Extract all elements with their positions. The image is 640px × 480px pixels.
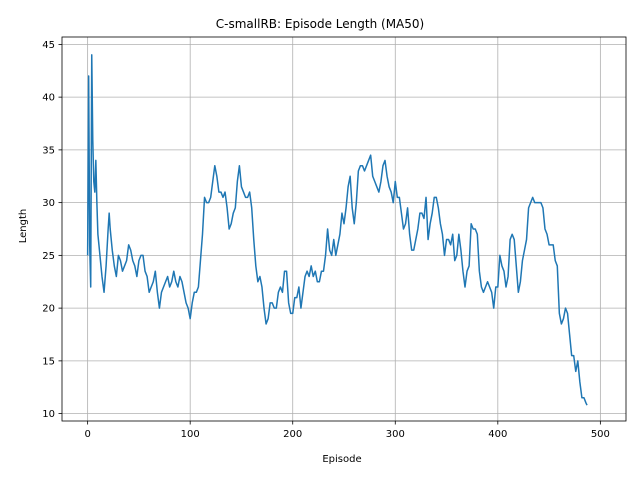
plot-area <box>86 54 588 406</box>
y-tick-label: 30 <box>42 198 55 209</box>
chart-title: C-smallRB: Episode Length (MA50) <box>216 17 424 31</box>
y-tick-label: 10 <box>42 409 55 420</box>
y-tick-label: 35 <box>42 145 55 156</box>
y-tick-label: 45 <box>42 40 55 51</box>
y-tick-label: 20 <box>42 304 55 315</box>
x-axis: 0 100 200 300 400 500 <box>84 421 610 440</box>
x-tick-label: 100 <box>181 429 200 440</box>
y-axis-label: Length <box>18 209 29 244</box>
x-tick-label: 500 <box>591 429 610 440</box>
grid <box>62 37 626 421</box>
y-tick-label: 25 <box>42 251 55 262</box>
x-axis-label: Episode <box>322 454 361 465</box>
axes-frame <box>61 36 627 422</box>
x-tick-label: 0 <box>84 429 90 440</box>
y-tick-label: 40 <box>42 93 55 104</box>
x-tick-label: 400 <box>488 429 507 440</box>
y-axis: 10 15 20 25 30 35 40 45 <box>42 40 62 420</box>
y-tick-label: 15 <box>42 356 55 367</box>
x-tick-label: 300 <box>386 429 405 440</box>
x-tick-label: 200 <box>283 429 302 440</box>
series-line <box>86 54 588 406</box>
